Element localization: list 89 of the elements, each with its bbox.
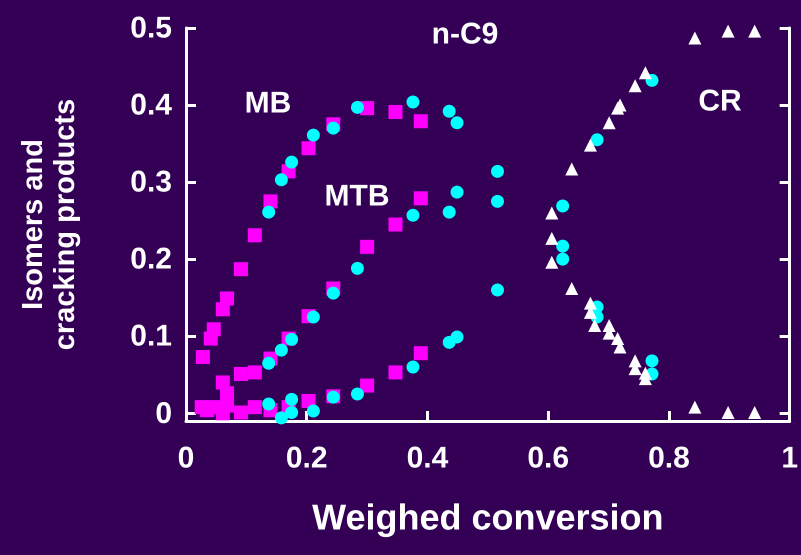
point: [262, 356, 276, 370]
x-axis-title: Weighed conversion: [312, 496, 664, 538]
point: [274, 411, 288, 424]
point: [688, 32, 702, 45]
point: [414, 346, 428, 360]
x-tick-label: 0.6: [527, 442, 570, 474]
point: [360, 378, 374, 393]
point: [588, 318, 602, 332]
y-tick-label: 0.1: [130, 320, 172, 353]
point: [220, 398, 234, 413]
point: [611, 102, 624, 115]
point: [442, 206, 456, 219]
point: [216, 302, 230, 316]
point: [204, 332, 218, 346]
point: [306, 128, 320, 142]
point: [628, 79, 642, 92]
point: [450, 116, 464, 130]
point: [406, 208, 420, 222]
point: [274, 344, 288, 357]
point: [388, 104, 402, 119]
point: [565, 282, 578, 295]
x-tick-label: 0.4: [406, 442, 449, 474]
point: [414, 191, 428, 206]
point: [722, 24, 735, 38]
point: [748, 24, 762, 38]
point: [545, 256, 558, 269]
point: [248, 228, 262, 242]
point: [248, 400, 262, 414]
point: [350, 262, 364, 275]
chart-title: n-C9: [432, 18, 498, 50]
point: [556, 200, 570, 212]
point: [306, 310, 320, 324]
point: [274, 173, 288, 186]
point: [234, 366, 248, 381]
x-tick-label: 1: [781, 442, 798, 474]
point: [638, 66, 652, 80]
point: [196, 350, 210, 364]
point: [306, 404, 320, 418]
point: [450, 186, 464, 199]
point: [248, 365, 262, 380]
point: [360, 240, 374, 254]
point: [285, 332, 298, 346]
y-tick-label: 0.3: [130, 166, 172, 199]
point: [262, 206, 276, 219]
point: [748, 406, 762, 420]
point: [234, 262, 248, 276]
point: [602, 116, 616, 130]
annotation: MTB: [324, 180, 390, 212]
point: [262, 398, 276, 411]
point: [722, 406, 735, 420]
annotation: CR: [698, 84, 742, 118]
point: [285, 406, 298, 420]
y-tick-label: 0: [155, 396, 172, 430]
point: [414, 114, 428, 128]
point: [545, 206, 558, 220]
point: [350, 388, 364, 401]
point: [584, 296, 597, 310]
x-tick-label: 0.2: [286, 442, 328, 474]
point: [590, 133, 604, 146]
y-tick-label: 0.4: [130, 88, 172, 122]
point: [285, 156, 298, 169]
point: [646, 354, 659, 368]
point: [406, 360, 420, 374]
y-tick-label: 0.5: [130, 12, 172, 44]
point: [491, 194, 504, 208]
annotation: MB: [244, 86, 292, 120]
point: [388, 218, 402, 232]
point: [688, 400, 702, 414]
point: [388, 365, 402, 380]
point: [442, 336, 456, 349]
y-tick-label: 0.2: [130, 242, 172, 276]
point: [326, 122, 340, 135]
point: [556, 240, 570, 253]
point: [545, 232, 558, 245]
point: [556, 252, 570, 266]
point: [234, 406, 248, 420]
point: [350, 100, 364, 114]
point: [491, 164, 504, 178]
x-tick-label: 0: [178, 442, 194, 474]
point: [565, 162, 578, 176]
y-axis-title: Isomers and cracking products: [17, 98, 81, 350]
point: [285, 392, 298, 406]
point: [302, 141, 316, 156]
x-tick-label: 0.8: [648, 442, 690, 474]
point: [442, 104, 456, 118]
point: [491, 284, 504, 296]
point: [326, 286, 340, 300]
point: [406, 95, 420, 108]
point: [584, 138, 597, 152]
